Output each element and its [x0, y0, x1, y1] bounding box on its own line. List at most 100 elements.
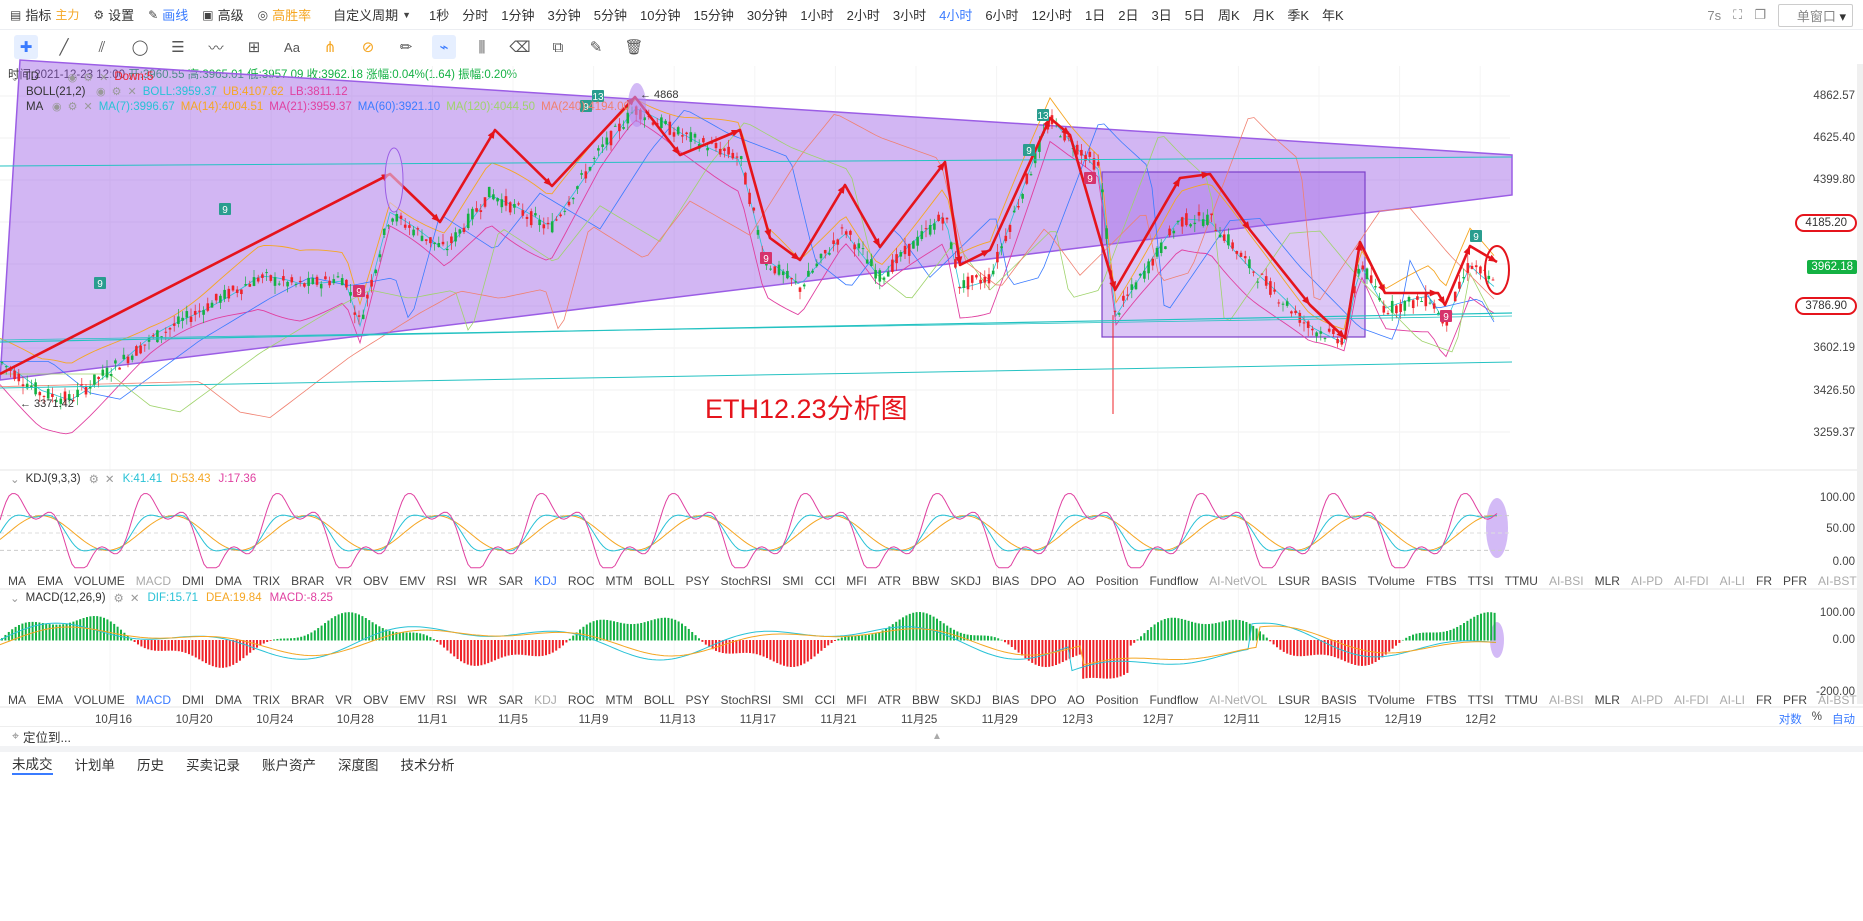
period-0[interactable]: 1秒 [429, 8, 450, 23]
close-icon[interactable]: ✕ [83, 101, 93, 113]
indicator-option[interactable]: EMA [37, 574, 64, 588]
indicator-option[interactable]: TTMU [1504, 693, 1538, 707]
locate-button[interactable]: 定位到... [23, 731, 71, 745]
indicator-option[interactable]: TTSI [1467, 693, 1494, 707]
period-11[interactable]: 4小时 [939, 8, 973, 23]
crosshair-tool-icon[interactable]: ✚ [14, 35, 38, 59]
indicator-option[interactable]: AI-BST [1818, 693, 1857, 707]
indicator-option[interactable]: FTBS [1425, 693, 1457, 707]
close-icon[interactable]: ✕ [127, 86, 137, 98]
period-17[interactable]: 5日 [1184, 8, 1205, 23]
trash-alt-tool-icon[interactable]: ⌫ [509, 39, 531, 56]
indicator-option[interactable]: FTBS [1425, 574, 1457, 588]
period-8[interactable]: 1小时 [800, 8, 834, 23]
copy-tool-icon[interactable]: ⧉ [552, 38, 564, 56]
indicator-option[interactable]: BASIS [1321, 574, 1357, 588]
indicator-option[interactable]: MACD [135, 693, 172, 707]
bottom-tab[interactable]: 深度图 [338, 758, 379, 773]
indicator-option[interactable]: EMV [399, 574, 426, 588]
bottom-tab[interactable]: 买卖记录 [186, 758, 240, 773]
indicator-option[interactable]: StochRSI [720, 693, 772, 707]
indicator-option[interactable]: Position [1095, 574, 1139, 588]
restore-icon[interactable]: ❐ [1754, 7, 1766, 22]
indicator-option[interactable]: WR [467, 574, 488, 588]
indicator-option[interactable]: CCI [814, 693, 836, 707]
indicator-option[interactable]: ATR [877, 693, 902, 707]
indicator-option[interactable]: PFR [1783, 693, 1807, 707]
eye-icon[interactable]: ◉ [52, 101, 62, 113]
indicator-option[interactable]: MLR [1594, 574, 1620, 588]
indicator-option[interactable]: Fundflow [1149, 693, 1199, 707]
line-tool-icon[interactable]: ╱ [59, 39, 69, 56]
indicator-option[interactable]: RSI [436, 574, 457, 588]
ruler-tool-icon[interactable]: ✏ [399, 39, 413, 56]
indicator-option[interactable]: AI-FDI [1673, 693, 1709, 707]
indicator-menu[interactable]: ▤ 指标 主力 [10, 5, 79, 24]
bottom-tab[interactable]: 计划单 [74, 758, 116, 773]
indicator-option[interactable]: LSUR [1278, 693, 1311, 707]
indicator-option[interactable]: BIAS [992, 574, 1020, 588]
indicator-option[interactable]: MA [8, 693, 26, 707]
indicator-option[interactable]: MFI [846, 693, 867, 707]
fullscreen-icon[interactable]: ⛶ [1733, 7, 1743, 22]
bottom-tab[interactable]: 历史 [137, 758, 164, 773]
indicator-option[interactable]: VR [335, 693, 353, 707]
settings-button[interactable]: ⚙ 设置 [93, 5, 134, 24]
indicator-option[interactable]: AI-FDI [1673, 574, 1709, 588]
indicator-option[interactable]: DPO [1030, 693, 1057, 707]
indicator-option[interactable]: BBW [912, 693, 940, 707]
indicator-option[interactable]: Fundflow [1149, 574, 1199, 588]
close-icon[interactable]: ✕ [99, 71, 109, 84]
indicator-option[interactable]: OBV [363, 693, 389, 707]
fib-tool-icon[interactable]: ☰ [171, 39, 185, 56]
indicator-option[interactable]: BOLL [643, 574, 675, 588]
indicator-option[interactable]: DMA [215, 693, 242, 707]
bottom-tab[interactable]: 账户资产 [262, 758, 316, 773]
period-6[interactable]: 15分钟 [693, 8, 734, 23]
edit-tool-icon[interactable]: ✎ [589, 39, 603, 56]
period-10[interactable]: 3小时 [892, 8, 927, 23]
text-tool-icon[interactable]: Aa [284, 39, 300, 55]
ellipse-tool-icon[interactable]: ◯ [131, 39, 149, 56]
indicator-option[interactable]: AI-LI [1719, 693, 1745, 707]
indicator-option[interactable]: Position [1095, 693, 1139, 707]
tree-tool-icon[interactable]: ⫼ [478, 38, 486, 56]
indicator-option[interactable]: SAR [498, 693, 524, 707]
indicator-option[interactable]: ROC [567, 693, 595, 707]
indicator-option[interactable]: AO [1067, 693, 1085, 707]
indicator-option[interactable]: ATR [877, 574, 902, 588]
period-16[interactable]: 3日 [1151, 8, 1172, 23]
indicator-option[interactable]: MFI [846, 574, 867, 588]
indicator-option[interactable]: AI-PD [1630, 574, 1663, 588]
percent-scale-toggle[interactable]: % [1811, 711, 1822, 723]
period-18[interactable]: 周K [1217, 8, 1240, 23]
indicator-option[interactable]: PFR [1783, 574, 1807, 588]
indicator-option[interactable]: SMI [782, 693, 804, 707]
indicator-option[interactable]: TVolume [1367, 574, 1415, 588]
indicator-option[interactable]: VR [335, 574, 353, 588]
indicator-option[interactable]: AI-NetVOL [1209, 693, 1268, 707]
gear-icon[interactable]: ⚙ [67, 101, 78, 113]
indicator-option[interactable]: BRAR [291, 574, 325, 588]
period-21[interactable]: 年K [1321, 8, 1344, 23]
gear-icon[interactable]: ⚙ [88, 474, 99, 486]
indicator-option[interactable]: ROC [567, 574, 595, 588]
indicator-option[interactable]: AI-LI [1719, 574, 1745, 588]
lock-tool-icon[interactable]: ⊘ [361, 39, 375, 56]
indicator-option[interactable]: BBW [912, 574, 940, 588]
indicator-option[interactable]: AI-PD [1630, 693, 1663, 707]
indicator-option[interactable]: SKDJ [950, 574, 982, 588]
close-icon[interactable]: ✕ [104, 474, 115, 486]
indicator-option[interactable]: DPO [1030, 574, 1057, 588]
trash-icon[interactable]: 🗑 [624, 39, 644, 56]
gear-icon[interactable]: ⚙ [113, 593, 124, 605]
indicator-option[interactable]: BIAS [992, 693, 1020, 707]
indicator-option[interactable]: VOLUME [74, 574, 125, 588]
gear-icon[interactable]: ⚙ [111, 86, 122, 98]
indicator-option[interactable]: BOLL [643, 693, 675, 707]
period-7[interactable]: 30分钟 [746, 8, 788, 23]
indicator-option[interactable]: SKDJ [950, 693, 982, 707]
period-20[interactable]: 季K [1287, 8, 1309, 23]
period-12[interactable]: 6小时 [985, 8, 1019, 23]
